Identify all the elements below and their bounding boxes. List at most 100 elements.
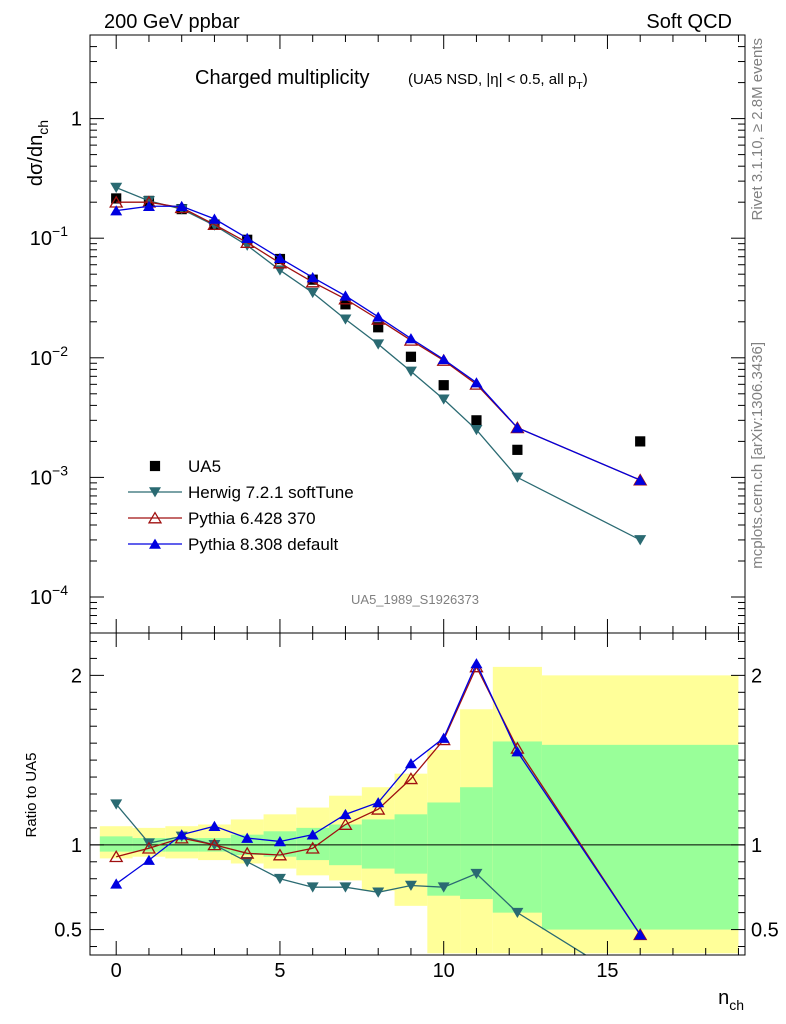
ratio-data-point — [141, 841, 157, 854]
ratio-data-point — [511, 907, 524, 919]
main-data-point — [273, 252, 286, 264]
main-data-point — [634, 535, 647, 546]
ratio-data-point — [371, 802, 386, 815]
ratio-data-point — [110, 878, 123, 889]
ratio-data-point — [372, 887, 385, 898]
ratio-y-tick-label-left: 0.5 — [54, 920, 82, 942]
main-series-4 — [110, 200, 647, 485]
header-left-label: 200 GeV ppbar — [104, 11, 240, 33]
ratio-data-point — [404, 758, 417, 769]
main-data-point — [404, 333, 417, 344]
main-data-point — [207, 217, 222, 231]
analysis-id: UA5_1989_S1926373 — [351, 592, 479, 607]
side-label-bottom: mcplots.cern.ch [arXiv:1306.3436] — [749, 342, 766, 569]
ratio-data-point — [208, 820, 221, 831]
ratio-band-inner — [394, 814, 428, 874]
chart-title: Charged multiplicity — [195, 67, 370, 89]
ratio-series-3 — [110, 658, 647, 940]
ratio-y-tick-label-right: 2 — [751, 665, 762, 687]
ratio-y-axis-label: Ratio to UA5 — [23, 752, 40, 837]
main-y-tick-label: 10−3 — [30, 462, 68, 489]
ratio-data-point — [634, 929, 647, 940]
ratio-series-line — [115, 661, 641, 936]
main-data-point — [470, 377, 483, 388]
ratio-data-point — [470, 868, 483, 880]
main-data-point — [634, 474, 647, 485]
main-data-point — [241, 232, 254, 243]
main-data-point — [142, 200, 155, 212]
main-data-point — [372, 339, 385, 350]
main-data-point — [512, 444, 523, 455]
ratio-data-point — [241, 832, 254, 843]
legend-item: UA5 — [149, 457, 221, 476]
legend-item: Herwig 7.2.1 softTune — [128, 483, 354, 502]
legend-marker — [149, 460, 161, 472]
ratio-y-tick-label-left: 2 — [71, 665, 82, 687]
x-axis-label: nch — [718, 987, 744, 1013]
ratio-data-point — [339, 882, 352, 893]
main-data-point — [438, 380, 449, 391]
main-data-point — [175, 200, 188, 212]
ratio-band-inner — [427, 802, 461, 896]
main-data-point — [437, 353, 450, 365]
main-data-point — [110, 182, 123, 193]
ratio-data-point — [207, 838, 222, 851]
main-data-point — [306, 272, 319, 283]
main-data-point — [437, 394, 450, 405]
main-y-axis-label: dσ/dnch — [25, 120, 51, 186]
ratio-band-inner — [541, 744, 739, 930]
ratio-data-point — [272, 848, 288, 861]
main-data-point — [339, 290, 352, 301]
legend-label: UA5 — [188, 457, 221, 476]
ratio-data-point — [437, 882, 450, 893]
ratio-data-point — [437, 732, 450, 743]
legend-marker — [149, 538, 161, 549]
main-data-point — [208, 213, 221, 224]
side-label-top: Rivet 3.1.10, ≥ 2.8M events — [749, 38, 766, 221]
main-data-point — [273, 265, 286, 276]
ratio-data-point — [241, 856, 254, 868]
ratio-data-point — [404, 880, 417, 891]
main-data-point — [372, 311, 385, 322]
main-plot-panel: 10−4 10−3 10−2 10−1 1 Charged multiplicity (… — [25, 34, 746, 634]
ratio-data-point — [240, 846, 255, 859]
main-y-tick-label: 1 — [71, 109, 82, 131]
ratio-data-point — [273, 836, 286, 847]
ratio-data-point — [110, 799, 123, 810]
ratio-data-point — [306, 829, 319, 840]
main-data-point — [471, 415, 482, 426]
main-y-tick-label: 10−1 — [30, 223, 68, 250]
ratio-data-point — [305, 841, 320, 854]
ratio-band-inner — [460, 787, 493, 900]
ratio-series-line — [115, 803, 587, 955]
legend-label: Pythia 6.428 370 — [188, 509, 316, 528]
x-tick-label: 5 — [274, 960, 285, 982]
ratio-data-point — [273, 873, 286, 885]
ratio-band-inner — [99, 836, 133, 852]
ratio-data-point — [470, 658, 483, 669]
main-data-point — [404, 366, 417, 377]
ratio-data-point — [511, 746, 524, 757]
legend-marker — [147, 511, 163, 524]
main-data-point — [373, 322, 384, 333]
x-tick-label: 0 — [111, 960, 122, 982]
main-data-point — [470, 425, 483, 436]
ratio-data-point — [403, 772, 419, 785]
ratio-data-point — [339, 808, 352, 820]
main-data-point — [511, 472, 524, 483]
ratio-data-point — [175, 829, 188, 840]
main-data-point — [339, 314, 352, 325]
legend: UA5 Herwig 7.2.1 softTune Pythia 6.428 370… — [128, 457, 354, 554]
ratio-y-tick-label-left: 1 — [71, 835, 82, 857]
legend-marker — [149, 487, 161, 498]
main-data-point — [111, 193, 122, 204]
main-data-point — [405, 351, 417, 362]
legend-item: Pythia 6.428 370 — [128, 509, 316, 528]
ratio-data-point — [372, 797, 385, 808]
main-y-tick-label: 10−4 — [30, 582, 68, 609]
chart-subtitle: (UA5 NSD, |η| < 0.5, all pT) — [408, 71, 588, 92]
ratio-plot-panel: 0.5 0.5 1 1 2 2 0 5 10 15 Ratio to UA5 nch — [23, 632, 779, 1013]
ratio-y-tick-label-right: 0.5 — [751, 920, 779, 942]
header-right-label: Soft QCD — [646, 11, 732, 33]
